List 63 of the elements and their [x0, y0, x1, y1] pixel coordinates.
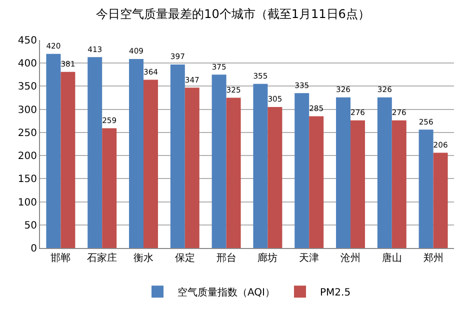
x-tick-label: 廊坊: [258, 252, 278, 264]
bar: [268, 107, 282, 248]
data-label: 326: [336, 85, 351, 94]
data-label: 347: [184, 75, 200, 84]
data-label: 409: [129, 46, 144, 56]
bar: [46, 54, 61, 248]
bar: [309, 116, 324, 248]
x-tick-label: 邯郸: [50, 252, 71, 264]
bar: [253, 84, 268, 248]
data-label: 259: [102, 116, 117, 126]
bar: [102, 128, 117, 248]
legend-label: 空气质量指数（AQI）: [178, 286, 275, 299]
bar: [377, 97, 392, 248]
y-tick-label: 50: [24, 220, 37, 232]
bar: [418, 130, 434, 248]
y-tick-label: 100: [18, 197, 37, 208]
chart-title: 今日空气质量最差的10个城市（截至1月11日6点）: [96, 6, 370, 21]
data-label: 375: [212, 62, 226, 72]
data-label: 206: [433, 140, 448, 150]
x-tick-label: 衡水: [134, 252, 154, 264]
data-label: 325: [226, 86, 241, 95]
data-label: 364: [144, 67, 158, 76]
bar: [212, 74, 226, 248]
bar: [88, 57, 102, 248]
x-tick-label: 天津: [299, 252, 320, 264]
data-label: 420: [46, 42, 61, 51]
data-label: 256: [418, 117, 434, 126]
y-tick-label: 150: [18, 174, 37, 186]
x-tick-label: 唐山: [382, 252, 402, 264]
x-tick-label: 邢台: [216, 252, 236, 264]
data-label: 305: [268, 94, 282, 104]
bar: [226, 98, 241, 248]
bar: [433, 152, 448, 248]
x-tick-label: 郑州: [423, 252, 444, 264]
bar: [129, 58, 144, 248]
bar: [144, 80, 158, 248]
data-label: 276: [350, 108, 366, 118]
data-label: 413: [88, 44, 102, 54]
data-label: 381: [60, 60, 76, 69]
data-label: 355: [253, 72, 268, 81]
data-label: 326: [377, 85, 392, 94]
bar: [184, 88, 200, 248]
y-tick-label: 250: [18, 128, 37, 139]
data-label: 335: [294, 80, 310, 90]
y-tick-label: 450: [18, 36, 37, 46]
x-tick-label: 石家庄: [87, 252, 118, 264]
y-tick-label: 200: [18, 151, 37, 162]
x-tick-label: 保定: [174, 252, 195, 264]
data-label: 276: [392, 108, 407, 118]
y-tick-label: 400: [18, 58, 37, 70]
y-tick-label: 300: [18, 104, 37, 116]
data-label: 285: [309, 104, 324, 113]
bar: [60, 72, 76, 248]
y-tick-label: 350: [18, 82, 37, 93]
legend-label: PM2.5: [320, 288, 351, 299]
bar: [392, 120, 406, 248]
bar: [350, 120, 365, 248]
bar: [170, 64, 185, 248]
bar: [294, 93, 310, 248]
data-label: 397: [170, 52, 186, 62]
x-tick-label: 沧州: [340, 252, 360, 264]
y-tick-label: 0: [30, 244, 37, 254]
bar: [336, 97, 350, 248]
